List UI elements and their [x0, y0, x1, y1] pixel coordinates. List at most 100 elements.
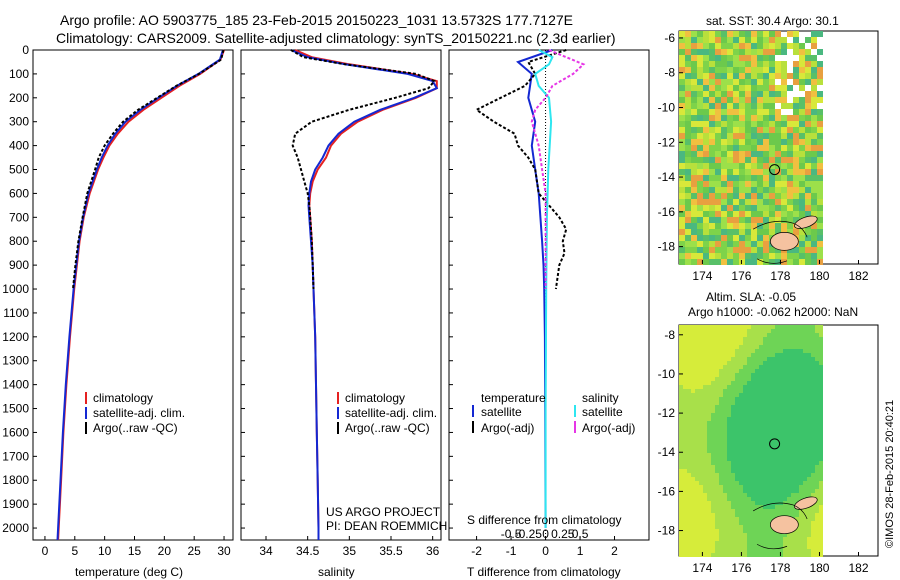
map-cell — [707, 397, 711, 401]
map-cell — [709, 229, 715, 235]
map-cell — [727, 449, 731, 453]
map-cell — [763, 43, 769, 49]
map-cell — [805, 139, 811, 145]
map-cell — [805, 259, 811, 265]
map-cell — [775, 533, 779, 537]
map-cell — [799, 521, 803, 525]
map-cell — [685, 259, 691, 265]
map-cell — [771, 501, 775, 505]
map-cell — [751, 505, 755, 509]
map-cell — [763, 421, 767, 425]
map-cell — [763, 497, 767, 501]
map-cell — [691, 409, 695, 413]
map-cell — [793, 31, 799, 37]
map-cell — [771, 341, 775, 345]
map-cell — [771, 441, 775, 445]
map-cell — [807, 481, 811, 485]
map-cell — [697, 223, 703, 229]
map-cell — [727, 425, 731, 429]
map-cell — [751, 341, 755, 345]
map-cell — [691, 73, 697, 79]
map-cell — [719, 377, 723, 381]
map-cell — [747, 545, 751, 549]
map-cell — [805, 187, 811, 193]
map-cell — [739, 401, 743, 405]
map-cell — [695, 381, 699, 385]
map-cell — [771, 401, 775, 405]
map-cell — [815, 337, 819, 341]
map-cell — [767, 533, 771, 537]
map-cell — [763, 377, 767, 381]
map-cell — [755, 381, 759, 385]
map-cell — [795, 457, 799, 461]
map-cell — [759, 437, 763, 441]
map-cell — [795, 353, 799, 357]
map-cell — [815, 429, 819, 433]
map-cell — [775, 485, 779, 489]
map-cell — [679, 413, 683, 417]
map-cell — [755, 465, 759, 469]
map-cell — [691, 91, 697, 97]
map-cell — [771, 537, 775, 541]
map-cell — [775, 513, 779, 517]
map-cell — [683, 465, 687, 469]
map-cell — [711, 433, 715, 437]
y-tick-label: 1600 — [2, 425, 29, 439]
map-cell — [719, 369, 723, 373]
map-cell — [691, 469, 695, 473]
map-cell — [799, 525, 803, 529]
map-cell — [739, 181, 745, 187]
map-cell — [795, 393, 799, 397]
map-cell — [691, 163, 697, 169]
map-cell — [751, 79, 757, 85]
map-cell — [695, 389, 699, 393]
map-cell — [715, 377, 719, 381]
map-cell — [779, 389, 783, 393]
map-cell — [793, 247, 799, 253]
map-cell — [735, 545, 739, 549]
map-cell — [811, 73, 817, 79]
map-cell — [775, 393, 779, 397]
map-cell — [707, 365, 711, 369]
map-cell — [679, 341, 683, 345]
map-cell — [763, 461, 767, 465]
map-cell — [703, 37, 709, 43]
map-cell — [715, 481, 719, 485]
map-cell — [683, 345, 687, 349]
map-cell — [783, 465, 787, 469]
map-cell — [781, 73, 787, 79]
map-cell — [695, 437, 699, 441]
map-cell — [779, 437, 783, 441]
map-cell — [775, 73, 781, 79]
map-cell — [793, 157, 799, 163]
map-cell — [783, 469, 787, 473]
sst-map: 174 176 178 180 182-6-8-10-12-14-16-18 — [658, 30, 879, 283]
map-cell — [723, 345, 727, 349]
map-cell — [679, 389, 683, 393]
map-cell — [745, 247, 751, 253]
map-cell — [791, 373, 795, 377]
map-cell — [747, 393, 751, 397]
map-cell — [707, 333, 711, 337]
legend-label-s-satellite: satellite — [582, 405, 623, 419]
top-tick-label: 0.5 — [572, 527, 589, 541]
map-cell — [775, 449, 779, 453]
map-cell — [743, 501, 747, 505]
map-cell — [811, 55, 817, 61]
map-cell — [691, 31, 697, 37]
legend-title-temperature: temperature — [481, 391, 546, 405]
map-cell — [731, 341, 735, 345]
map-cell — [799, 349, 803, 353]
map-cell — [803, 337, 807, 341]
map-cell — [803, 553, 807, 557]
map-cell — [787, 505, 791, 509]
map-cell — [699, 329, 703, 333]
map-cell — [683, 501, 687, 505]
map-cell — [751, 329, 755, 333]
map-cell — [735, 393, 739, 397]
map-cell — [731, 529, 735, 533]
map-cell — [695, 441, 699, 445]
map-cell — [723, 489, 727, 493]
map-cell — [733, 31, 739, 37]
map-cell — [687, 345, 691, 349]
